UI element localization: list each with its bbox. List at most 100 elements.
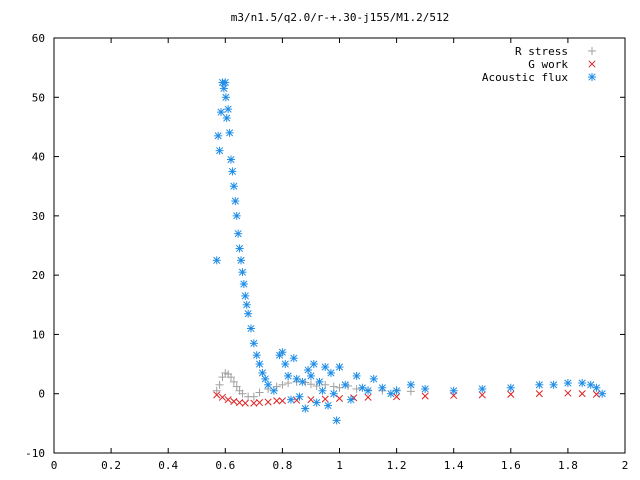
data-point [264,380,273,389]
data-point [307,396,315,404]
data-point [241,399,249,407]
data-point [321,363,330,372]
data-point [352,371,361,380]
data-point [227,155,236,164]
data-point [341,380,350,389]
data-point [215,146,224,155]
data-point [406,380,415,389]
data-point [281,360,290,369]
x-tick-label: 2 [622,459,629,472]
data-point [273,397,281,405]
data-point [578,379,587,388]
data-point [563,379,572,388]
legend-label: Acoustic flux [482,71,568,84]
data-point [252,351,261,360]
data-point [269,386,278,395]
data-point [249,392,258,401]
x-tick-label: 1.4 [444,459,464,472]
data-point [215,380,224,389]
data-point [229,182,238,191]
x-tick-label: 1 [336,459,343,472]
data-point [309,360,318,369]
x-tick-label: 1.6 [501,459,521,472]
data-point [241,291,250,300]
data-point [421,384,430,393]
data-point [236,399,244,407]
data-point [564,389,572,397]
data-point [213,391,221,399]
data-point [478,391,486,399]
data-point [224,396,232,404]
data-point [312,382,321,391]
legend-label: R stress [515,45,568,58]
data-point [221,78,230,87]
data-point [326,368,335,377]
data-point [246,324,255,333]
x-tick-label: 1.8 [558,459,578,472]
data-point [295,392,304,401]
data-point [235,244,244,253]
data-point [369,374,378,383]
data-point [352,384,361,393]
data-point [335,363,344,372]
data-point [239,280,248,289]
data-point [212,256,221,265]
data-point [324,401,333,410]
data-point [256,399,264,407]
data-point [592,383,601,392]
data-point [332,416,341,425]
data-point [224,105,233,114]
data-point [378,383,387,392]
data-point [234,229,243,238]
data-point [306,380,315,389]
data-point [229,377,238,386]
data-point [278,397,286,405]
data-point [249,339,258,348]
data-point [237,256,246,265]
legend-marker [588,47,596,55]
data-point [228,167,237,176]
data-point [535,380,544,389]
data-point [255,360,264,369]
data-point [238,389,247,398]
y-tick-label: 20 [32,269,45,282]
data-point [392,386,401,395]
data-point [578,390,586,398]
data-point [219,84,228,93]
data-point [284,371,293,380]
data-point [315,377,324,386]
data-point [231,197,240,206]
data-point [364,386,373,395]
data-point [286,395,295,404]
data-point [312,398,321,407]
data-point [478,384,487,393]
data-point [227,373,236,382]
data-point [217,108,226,117]
data-point [449,386,458,395]
data-point [222,114,231,123]
data-point [393,393,401,401]
data-point [278,348,287,357]
y-tick-label: 60 [32,32,45,45]
legend-marker [588,60,596,68]
data-point [321,395,329,403]
y-tick-label: 0 [38,388,45,401]
data-point [230,397,238,405]
data-point [218,393,226,401]
x-tick-label: 0 [51,459,58,472]
x-tick-label: 1.2 [387,459,407,472]
series-1 [213,389,601,407]
data-point [250,399,258,407]
data-point [264,398,272,406]
data-point [242,300,251,309]
data-point [232,382,241,391]
y-tick-label: 40 [32,151,45,164]
data-point [212,386,221,395]
data-point [214,131,223,140]
data-point [232,211,241,220]
data-point [225,128,234,137]
data-point [329,382,338,391]
